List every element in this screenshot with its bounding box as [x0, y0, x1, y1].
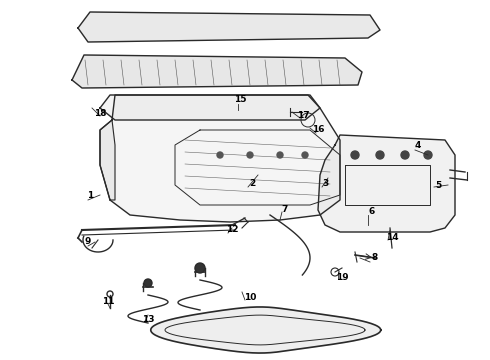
- Circle shape: [277, 152, 283, 158]
- Polygon shape: [100, 120, 115, 200]
- Text: 16: 16: [312, 126, 324, 135]
- Polygon shape: [78, 12, 380, 42]
- Polygon shape: [72, 55, 362, 88]
- Circle shape: [351, 151, 359, 159]
- Text: 13: 13: [142, 315, 154, 324]
- Text: 11: 11: [102, 297, 114, 306]
- Circle shape: [217, 152, 223, 158]
- Text: 19: 19: [336, 273, 348, 282]
- Circle shape: [401, 151, 409, 159]
- Text: 4: 4: [415, 140, 421, 149]
- Text: 7: 7: [282, 206, 288, 215]
- Text: 9: 9: [85, 238, 91, 247]
- Text: 10: 10: [244, 292, 256, 302]
- Circle shape: [302, 152, 308, 158]
- Polygon shape: [100, 95, 320, 120]
- Text: 2: 2: [249, 179, 255, 188]
- Polygon shape: [318, 135, 455, 232]
- Text: 3: 3: [322, 179, 328, 188]
- Polygon shape: [151, 307, 381, 353]
- Polygon shape: [100, 95, 340, 222]
- Text: 14: 14: [386, 233, 398, 242]
- Text: 17: 17: [296, 111, 309, 120]
- Text: 6: 6: [369, 207, 375, 216]
- Circle shape: [376, 151, 384, 159]
- Text: 8: 8: [372, 253, 378, 262]
- Text: 1: 1: [87, 190, 93, 199]
- Circle shape: [247, 152, 253, 158]
- Text: 12: 12: [226, 225, 238, 234]
- Text: 5: 5: [435, 180, 441, 189]
- Circle shape: [424, 151, 432, 159]
- Text: 15: 15: [234, 95, 246, 104]
- Text: 18: 18: [94, 108, 106, 117]
- Circle shape: [144, 279, 152, 287]
- Circle shape: [195, 263, 205, 273]
